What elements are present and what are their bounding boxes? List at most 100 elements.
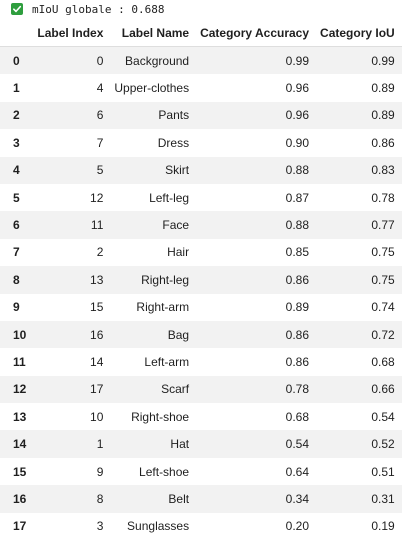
cell-category-accuracy: 0.64 <box>285 464 310 479</box>
results-dataframe: Label Index Label Name Category Accuracy… <box>0 19 402 541</box>
cell-label-name: Face <box>162 218 190 233</box>
cell-category-iou: 0.75 <box>371 272 395 287</box>
row-index: 8 <box>13 272 20 287</box>
cell-label-index: 3 <box>96 519 104 534</box>
row-index: 5 <box>13 190 20 205</box>
cell-category-iou: 0.19 <box>371 519 395 534</box>
cell-label-index: 6 <box>96 108 104 123</box>
table-row: 5 12 Left-leg 0.87 0.78 <box>0 183 402 212</box>
cell-category-iou: 0.86 <box>371 135 395 150</box>
cell-label-name: Left-arm <box>144 354 190 369</box>
cell-category-iou: 0.31 <box>371 491 395 506</box>
cell-label-index: 17 <box>90 382 104 397</box>
cell-category-iou: 0.66 <box>371 382 395 397</box>
cell-label-index: 10 <box>90 409 104 424</box>
table-row: 15 9 Left-shoe 0.64 0.51 <box>0 457 402 486</box>
table-row: 9 15 Right-arm 0.89 0.74 <box>0 293 402 321</box>
cell-category-iou: 0.99 <box>371 53 395 68</box>
cell-label-name: Hair <box>167 245 190 260</box>
header-index <box>0 19 34 47</box>
table-row: 13 10 Right-shoe 0.68 0.54 <box>0 403 402 431</box>
cell-category-accuracy: 0.86 <box>285 272 310 287</box>
row-index: 0 <box>13 53 20 68</box>
cell-category-accuracy: 0.88 <box>285 218 310 233</box>
row-index: 15 <box>13 464 27 479</box>
table-row: 17 3 Sunglasses 0.20 0.19 <box>0 512 402 541</box>
row-index: 12 <box>13 382 27 397</box>
cell-label-index: 16 <box>90 327 104 342</box>
cell-label-name: Right-arm <box>136 300 190 315</box>
cell-category-accuracy: 0.86 <box>285 327 310 342</box>
table-body: 0 0 Background 0.99 0.99 1 4 Upper-clothes 0.96 0… <box>0 46 402 541</box>
cell-label-name: Left-shoe <box>139 464 190 479</box>
cell-category-iou: 0.52 <box>371 437 395 452</box>
cell-category-iou: 0.77 <box>371 218 395 233</box>
cell-category-accuracy: 0.78 <box>285 382 310 397</box>
header-category-iou: Category IoU <box>316 19 402 47</box>
cell-category-accuracy: 0.85 <box>285 245 310 260</box>
cell-label-name: Background <box>125 53 190 68</box>
cell-label-name: Right-shoe <box>131 409 190 424</box>
row-index: 14 <box>13 437 27 452</box>
cell-category-accuracy: 0.68 <box>285 409 310 424</box>
cell-label-name: Bag <box>167 327 190 342</box>
cell-category-accuracy: 0.96 <box>285 108 310 123</box>
row-index: 13 <box>13 409 27 424</box>
header-category-accuracy: Category Accuracy <box>196 19 317 47</box>
row-index: 16 <box>13 491 27 506</box>
row-index: 3 <box>13 135 20 150</box>
cell-category-iou: 0.83 <box>371 163 395 178</box>
cell-label-name: Dress <box>157 135 190 150</box>
cell-label-index: 12 <box>90 190 104 205</box>
cell-label-index: 4 <box>96 81 104 96</box>
table-row: 1 4 Upper-clothes 0.96 0.89 <box>0 74 402 102</box>
cell-label-index: 5 <box>96 163 104 178</box>
cell-label-name: Belt <box>168 491 190 506</box>
row-index: 9 <box>13 300 20 315</box>
cell-label-index: 0 <box>96 53 104 68</box>
cell-category-accuracy: 0.96 <box>285 81 310 96</box>
check-icon <box>11 3 23 15</box>
cell-label-index: 14 <box>90 354 104 369</box>
cell-category-iou: 0.89 <box>371 108 395 123</box>
cell-category-iou: 0.74 <box>371 300 395 315</box>
table-row: 8 13 Right-leg 0.86 0.75 <box>0 266 402 294</box>
cell-label-name: Pants <box>158 108 190 123</box>
cell-category-iou: 0.51 <box>371 464 395 479</box>
cell-category-accuracy: 0.87 <box>285 190 310 205</box>
cell-category-iou: 0.54 <box>371 409 395 424</box>
table-row: 2 6 Pants 0.96 0.89 <box>0 101 402 130</box>
cell-category-iou: 0.89 <box>371 81 395 96</box>
cell-label-index: 1 <box>96 437 104 452</box>
table-row: 14 1 Hat 0.54 0.52 <box>0 430 402 458</box>
row-index: 11 <box>13 354 26 369</box>
row-index: 6 <box>13 218 20 233</box>
row-index: 1 <box>13 81 20 96</box>
cell-category-accuracy: 0.54 <box>285 437 310 452</box>
table-row: 16 8 Belt 0.34 0.31 <box>0 485 402 513</box>
row-index: 2 <box>13 108 20 123</box>
cell-category-iou: 0.78 <box>371 190 395 205</box>
check-icon-glyph <box>12 5 22 13</box>
table-row: 6 11 Face 0.88 0.77 <box>0 211 402 239</box>
row-index: 10 <box>13 327 27 342</box>
cell-label-name: Scarf <box>161 382 190 397</box>
cell-category-accuracy: 0.86 <box>285 354 310 369</box>
table-row: 4 5 Skirt 0.88 0.83 <box>0 156 402 184</box>
cell-label-index: 2 <box>96 245 104 260</box>
cell-label-index: 15 <box>90 300 104 315</box>
cell-label-index: 11 <box>90 218 104 233</box>
row-index: 4 <box>13 163 20 178</box>
header-row: Label Index Label Name Category Accuracy… <box>0 19 402 47</box>
row-index: 17 <box>13 519 27 534</box>
table-row: 11 14 Left-arm 0.86 0.68 <box>0 348 402 376</box>
cell-category-iou: 0.68 <box>371 354 395 369</box>
header-label-name: Label Name <box>110 19 197 47</box>
table-row: 3 7 Dress 0.90 0.86 <box>0 129 402 157</box>
cell-category-iou: 0.72 <box>371 327 395 342</box>
cell-label-name: Upper-clothes <box>114 81 190 96</box>
cell-category-iou: 0.75 <box>371 245 395 260</box>
cell-category-accuracy: 0.34 <box>285 491 310 506</box>
cell-category-accuracy: 0.99 <box>285 53 310 68</box>
header-label-index: Label Index <box>33 19 111 47</box>
